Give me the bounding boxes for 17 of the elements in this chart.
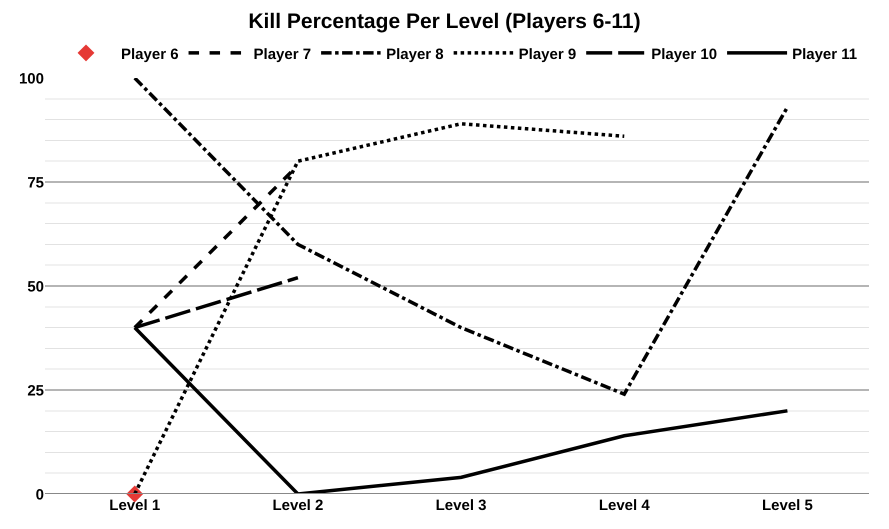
x-tick-label: Level 1	[109, 497, 160, 514]
y-tick-label: 25	[27, 382, 44, 400]
x-tick-label: Level 2	[272, 497, 324, 514]
y-tick-label: 0	[36, 486, 44, 504]
x-tick-label: Level 4	[598, 497, 650, 514]
legend-label: Player 9	[518, 46, 576, 63]
legend-label: Player 6	[121, 46, 179, 63]
legend-label: Player 7	[254, 46, 312, 63]
y-tick-label: 100	[18, 70, 44, 88]
y-tick-label: 50	[27, 278, 44, 296]
x-tick-label: Level 5	[762, 497, 813, 514]
chart-title: Kill Percentage Per Level (Players 6-11)	[248, 10, 641, 33]
legend-label: Player 8	[386, 46, 444, 63]
legend-label: Player 11	[792, 46, 858, 63]
legend-label: Player 10	[651, 46, 718, 63]
x-tick-label: Level 3	[436, 497, 487, 514]
y-tick-label: 75	[27, 174, 44, 192]
